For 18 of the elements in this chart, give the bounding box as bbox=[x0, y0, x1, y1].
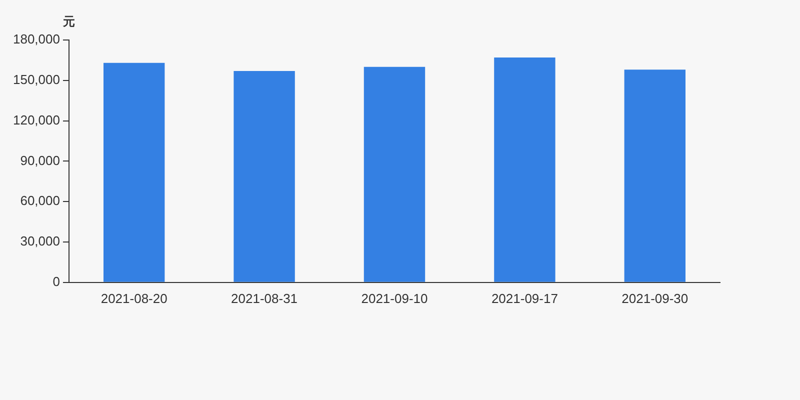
y-tick-label: 0 bbox=[52, 274, 60, 289]
y-tick-label: 60,000 bbox=[20, 193, 60, 208]
x-tick-label: 2021-09-17 bbox=[491, 290, 558, 306]
bar bbox=[624, 70, 686, 282]
y-tick-label: 120,000 bbox=[12, 112, 60, 128]
bar bbox=[103, 62, 165, 282]
bar bbox=[234, 70, 295, 282]
y-tick-label: 180,000 bbox=[12, 32, 60, 47]
x-tick-label: 2021-08-31 bbox=[231, 290, 298, 306]
y-axis-title: 元 bbox=[62, 14, 75, 28]
y-tick-label: 30,000 bbox=[20, 234, 60, 249]
x-tick-label: 2021-09-30 bbox=[622, 290, 688, 306]
bar bbox=[364, 66, 426, 282]
y-tick-label: 90,000 bbox=[20, 152, 60, 168]
bar bbox=[494, 58, 556, 282]
x-tick-label: 2021-08-20 bbox=[100, 290, 168, 306]
y-tick-label: 150,000 bbox=[12, 72, 60, 87]
x-tick-label: 2021-09-10 bbox=[361, 290, 428, 306]
